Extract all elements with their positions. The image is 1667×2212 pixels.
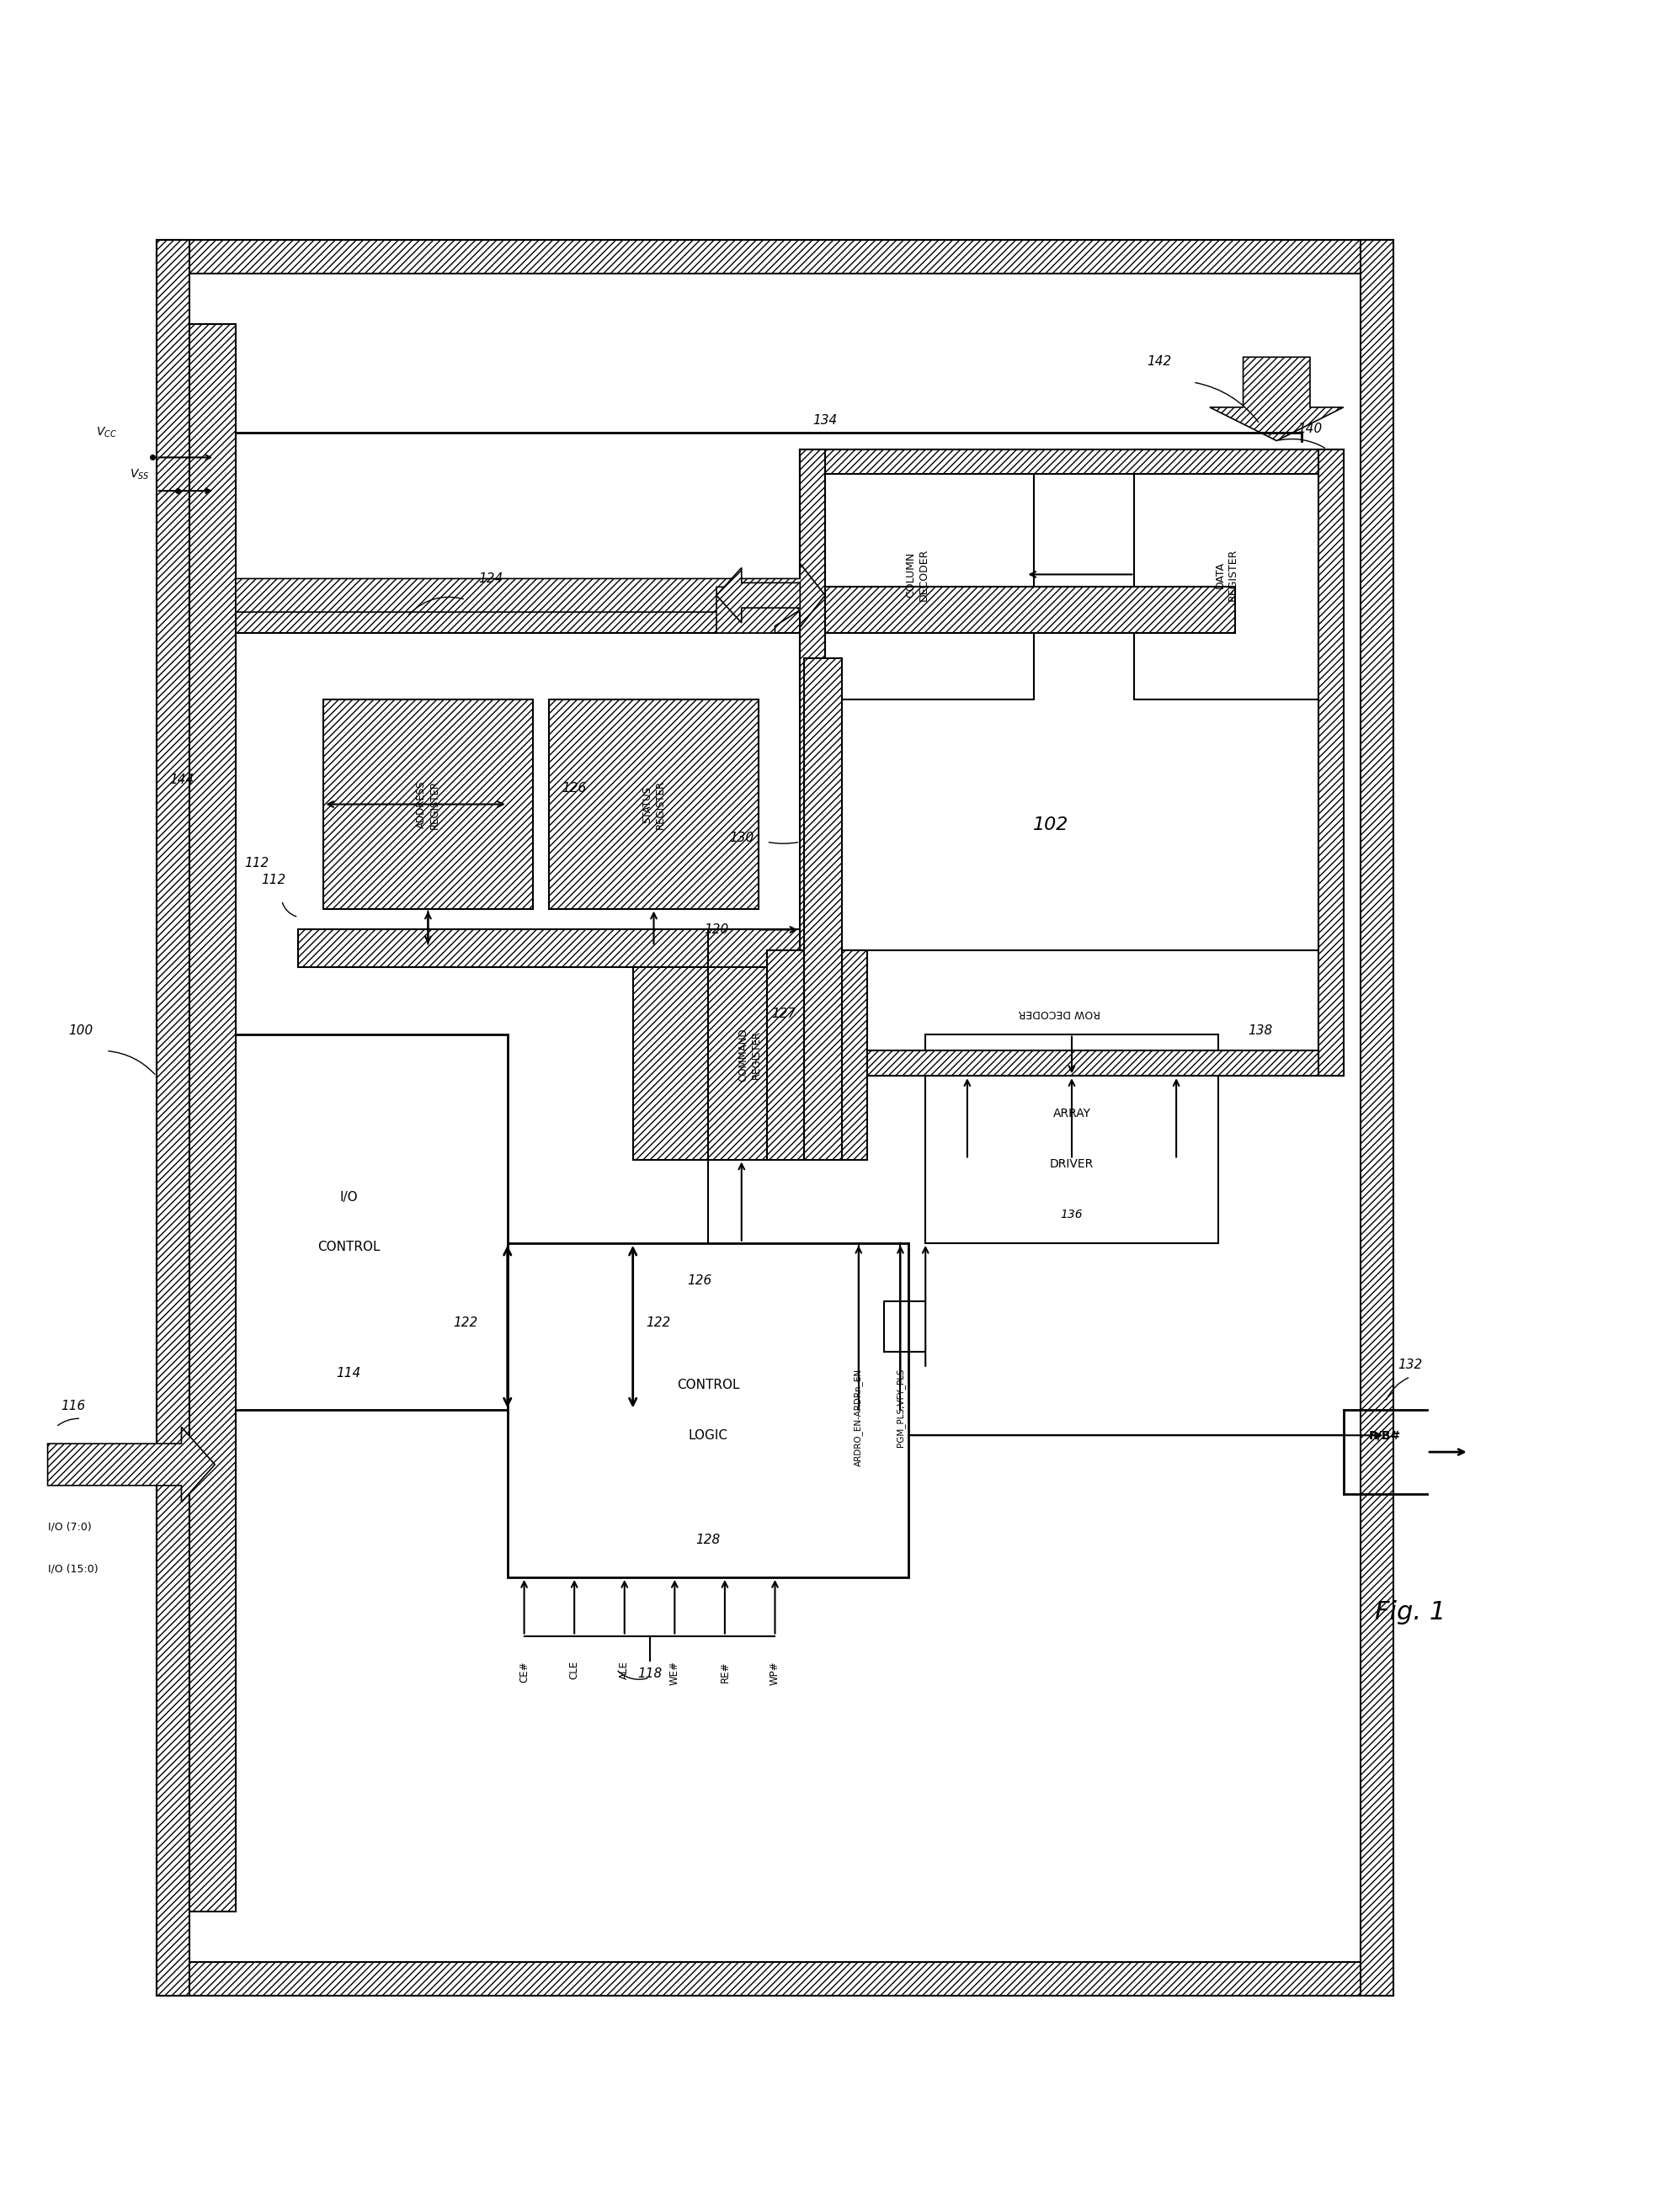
Text: COLUMN
DECODER: COLUMN DECODER [905, 549, 929, 602]
Text: LOGIC: LOGIC [688, 1429, 728, 1442]
Bar [157, 241, 190, 1995]
Bar [190, 586, 1235, 633]
Text: ARDRO_EN-ARDRn_EN: ARDRO_EN-ARDRn_EN [854, 1369, 864, 1467]
Bar [800, 1051, 1344, 1075]
Bar [190, 274, 1360, 1962]
Bar [323, 699, 532, 909]
Text: ADDRESS
REGISTER: ADDRESS REGISTER [417, 781, 440, 830]
Text: 130: 130 [728, 832, 753, 845]
Text: ARRAY: ARRAY [1054, 1108, 1090, 1119]
Bar [800, 449, 1344, 473]
Text: 138: 138 [1247, 1024, 1272, 1037]
Polygon shape [1210, 356, 1344, 440]
Bar [507, 1243, 909, 1577]
Bar [340, 717, 515, 891]
Bar [800, 449, 1034, 699]
Text: 132: 132 [1399, 1358, 1422, 1371]
Bar [1319, 449, 1344, 1075]
Text: DATA
REGISTER: DATA REGISTER [1215, 549, 1239, 602]
Text: 112: 112 [262, 874, 285, 887]
Text: WP#: WP# [770, 1661, 780, 1686]
Text: 144: 144 [168, 774, 193, 785]
Bar [190, 323, 235, 1911]
Text: 142: 142 [1147, 356, 1172, 367]
Bar [825, 473, 1319, 1051]
Text: I/O (15:0): I/O (15:0) [48, 1564, 98, 1575]
Text: CONTROL: CONTROL [677, 1378, 740, 1391]
Bar [800, 449, 825, 1075]
Bar [567, 717, 742, 891]
Text: 128: 128 [695, 1533, 720, 1546]
Text: $V_{CC}$: $V_{CC}$ [95, 425, 117, 440]
Text: CONTROL: CONTROL [317, 1241, 380, 1254]
Bar [925, 1035, 1219, 1243]
Text: ALE: ALE [618, 1661, 630, 1679]
Polygon shape [48, 1427, 215, 1502]
Polygon shape [717, 586, 800, 633]
Text: RE#: RE# [720, 1661, 730, 1683]
Text: R/B#: R/B# [1369, 1429, 1402, 1442]
Text: 140: 140 [1297, 422, 1322, 436]
Text: $V_{SS}$: $V_{SS}$ [130, 467, 150, 480]
Bar [800, 951, 1319, 1075]
Bar [803, 657, 842, 1159]
Text: 114: 114 [337, 1367, 362, 1380]
Bar [548, 699, 758, 909]
Text: DRIVER: DRIVER [1050, 1157, 1094, 1170]
Text: 112: 112 [245, 856, 268, 869]
Text: ROW DECODER: ROW DECODER [1019, 1009, 1100, 1020]
Text: 120: 120 [703, 925, 728, 936]
Text: I/O: I/O [340, 1190, 358, 1203]
Bar [1135, 449, 1319, 699]
Text: 136: 136 [1060, 1208, 1084, 1221]
Bar [633, 951, 867, 1159]
Text: Fig. 1: Fig. 1 [1375, 1599, 1445, 1624]
Text: 102: 102 [1034, 816, 1069, 834]
Text: PGM_PLS,VFY_PLS: PGM_PLS,VFY_PLS [895, 1369, 905, 1447]
Text: WE#: WE# [668, 1661, 680, 1686]
Bar [298, 929, 800, 967]
Text: 127: 127 [772, 1006, 795, 1020]
Bar [650, 967, 850, 1144]
Text: 134: 134 [813, 414, 837, 427]
Text: 100: 100 [68, 1024, 93, 1037]
Text: I/O (7:0): I/O (7:0) [48, 1522, 92, 1533]
Text: COMMAND
REGISTER: COMMAND REGISTER [738, 1029, 762, 1082]
Text: STATUS
REGISTER: STATUS REGISTER [642, 781, 665, 830]
Text: CE#: CE# [518, 1661, 530, 1683]
Bar [190, 1035, 507, 1411]
Text: 116: 116 [60, 1400, 85, 1413]
Polygon shape [235, 564, 825, 626]
Text: 118: 118 [637, 1668, 662, 1681]
Text: 126: 126 [562, 781, 587, 794]
Text: CLE: CLE [568, 1661, 580, 1679]
Bar [157, 1962, 1394, 1995]
Bar [157, 241, 1394, 274]
Bar [767, 951, 803, 1159]
Text: 122: 122 [645, 1316, 670, 1329]
Text: 124: 124 [478, 573, 503, 586]
Text: 122: 122 [453, 1316, 478, 1329]
Text: 126: 126 [687, 1274, 712, 1287]
Bar [1360, 241, 1394, 1995]
Polygon shape [717, 568, 800, 624]
